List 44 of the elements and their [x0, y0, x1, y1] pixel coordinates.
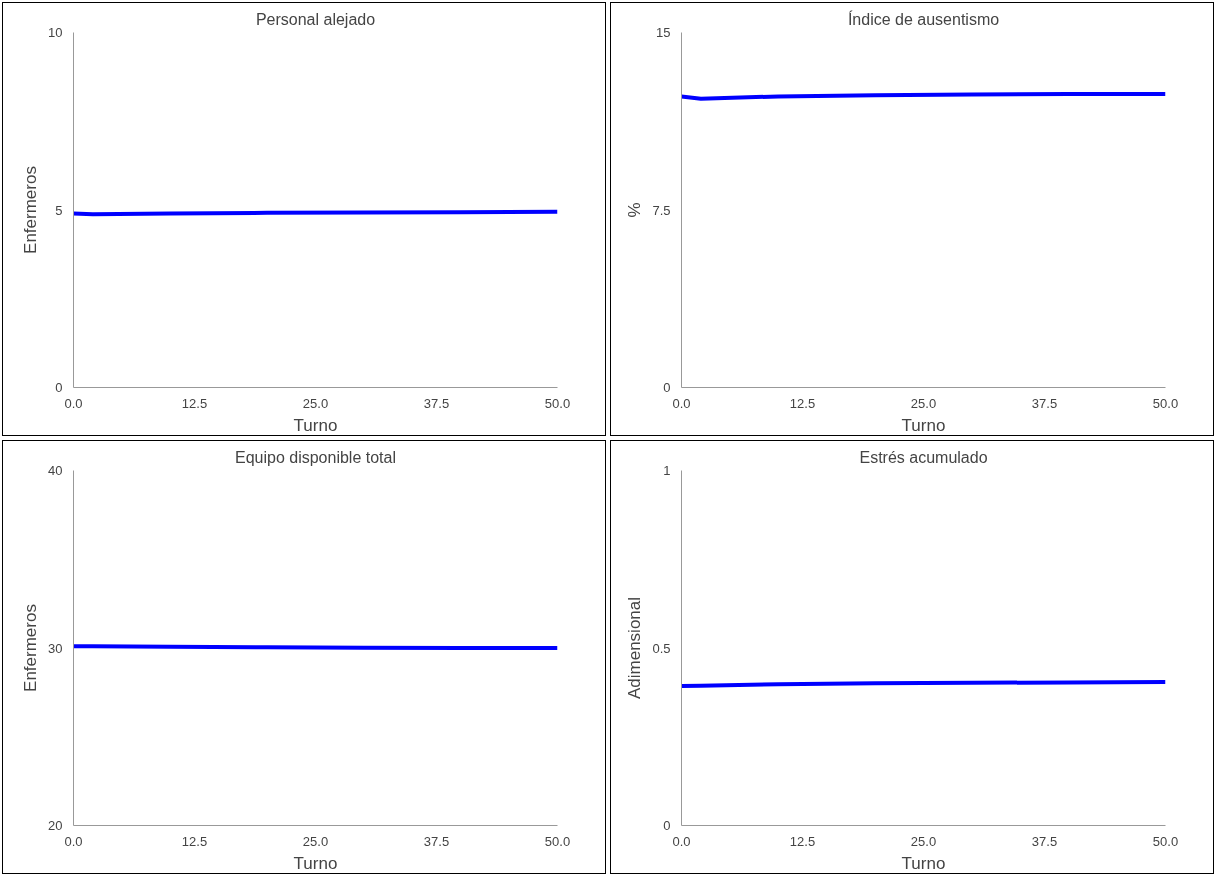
chart-title: Estrés acumulado — [859, 448, 988, 466]
chart-title: Índice de ausentismo — [847, 9, 1000, 28]
y-tick-label: 0 — [663, 380, 671, 395]
x-tick-label: 37.5 — [423, 395, 450, 411]
y-tick-label: 40 — [48, 463, 63, 478]
x-tick-label: 12.5 — [789, 395, 816, 411]
x-tick-label: 50.0 — [1152, 833, 1179, 849]
y-tick-label: 0.5 — [652, 640, 671, 656]
x-tick-label: 0.0 — [64, 395, 83, 411]
chart-title: Personal alejado — [255, 10, 376, 28]
y-tick-label: 5 — [55, 202, 63, 218]
y-tick-label: 7.5 — [652, 202, 671, 218]
y-tick-label: 20 — [48, 818, 63, 833]
x-axis-title: Turno — [293, 853, 338, 873]
x-axis-title: Turno — [901, 415, 946, 435]
x-tick-label: 25.0 — [910, 833, 937, 849]
x-tick-label: 50.0 — [1152, 395, 1179, 411]
x-axis-title: Turno — [901, 853, 946, 873]
x-tick-label: 50.0 — [544, 395, 571, 411]
y-tick-label: 0 — [55, 380, 63, 395]
y-axis-title: % — [625, 202, 645, 218]
x-tick-label: 25.0 — [302, 395, 329, 411]
y-tick-label: 30 — [48, 640, 63, 656]
x-tick-label: 25.0 — [302, 833, 329, 849]
x-tick-label: 25.0 — [910, 395, 937, 411]
y-axis-title: Enfermeros — [21, 604, 41, 692]
x-tick-label: 37.5 — [1031, 833, 1058, 849]
y-tick-label: 1 — [663, 463, 671, 478]
y-tick-label: 10 — [48, 25, 63, 40]
y-axis-title: Adimensional — [625, 596, 645, 700]
x-tick-label: 37.5 — [1031, 395, 1058, 411]
chart-title: Equipo disponible total — [235, 448, 397, 466]
x-tick-label: 12.5 — [181, 395, 208, 411]
x-axis-title: Turno — [293, 415, 338, 435]
x-tick-label: 0.0 — [672, 833, 691, 849]
y-axis-title: Enfermeros — [21, 166, 41, 254]
x-tick-label: 50.0 — [544, 833, 571, 849]
x-tick-label: 12.5 — [181, 833, 208, 849]
y-tick-label: 0 — [663, 818, 671, 833]
x-tick-label: 0.0 — [64, 833, 83, 849]
x-tick-label: 0.0 — [672, 395, 691, 411]
x-tick-label: 37.5 — [423, 833, 450, 849]
x-tick-label: 12.5 — [789, 833, 816, 849]
y-tick-label: 15 — [656, 25, 671, 40]
